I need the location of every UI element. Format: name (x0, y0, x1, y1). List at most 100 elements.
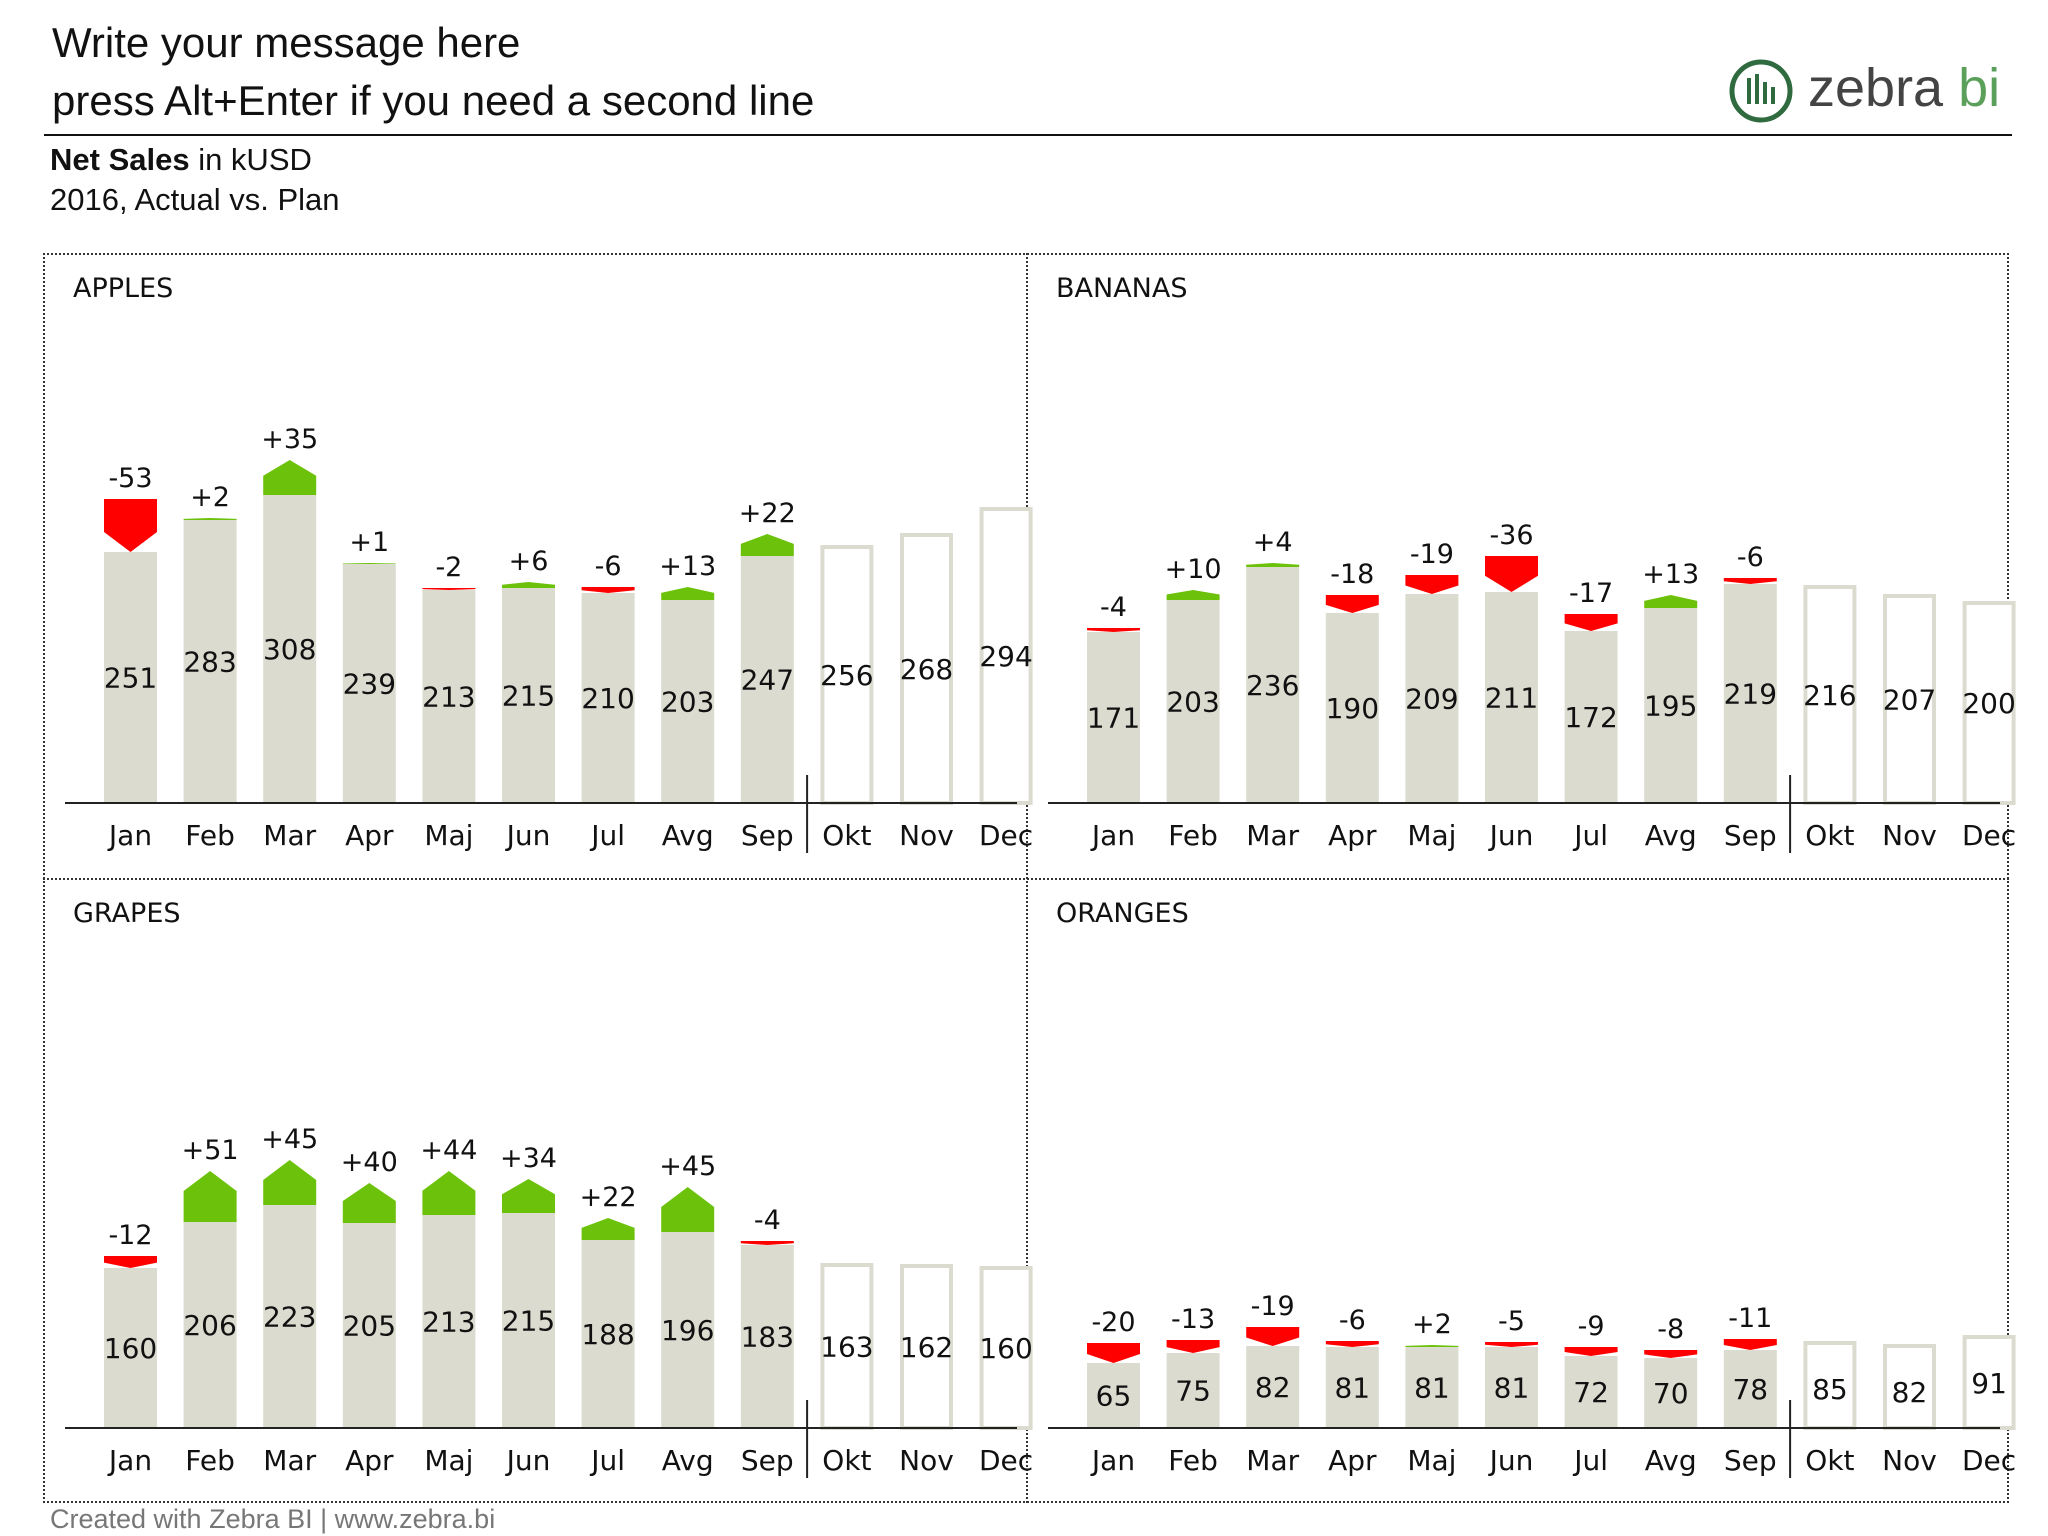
category-label: Maj (1407, 1444, 1456, 1477)
variance-label: -5 (1498, 1306, 1525, 1337)
bar-actual (1325, 613, 1379, 803)
chart-title: APPLES (73, 273, 173, 304)
category-label: Dec (1962, 1444, 2016, 1477)
category-label: Sep (1724, 1444, 1777, 1477)
variance-label: +22 (739, 498, 796, 529)
variance-label: -11 (1728, 1303, 1772, 1334)
category-label: Nov (1882, 819, 1937, 852)
value-label: 308 (263, 633, 316, 666)
value-label: 268 (900, 653, 953, 686)
value-label: 163 (820, 1331, 873, 1364)
variance-label: -4 (754, 1205, 781, 1236)
variance-label: +1 (349, 527, 389, 558)
bar-actual (263, 1205, 317, 1428)
bar-actual (342, 564, 396, 803)
bar-actual (1166, 600, 1220, 803)
variance-pin-negative (1564, 1347, 1618, 1356)
variance-pin-positive (183, 1171, 237, 1222)
bar-actual (1246, 567, 1300, 803)
bar-actual (1087, 632, 1140, 803)
variance-label: +2 (1412, 1309, 1452, 1340)
chart-period: 2016, Actual vs. Plan (50, 182, 340, 217)
bar-actual (1644, 1358, 1698, 1428)
bar-actual (422, 1215, 476, 1428)
variance-pin-negative (1723, 578, 1777, 584)
bar-actual (581, 593, 635, 803)
value-label: 215 (502, 1305, 555, 1338)
value-label: 81 (1334, 1372, 1370, 1405)
value-label: 215 (502, 680, 555, 713)
category-label: Avg (662, 819, 714, 852)
value-label: 196 (661, 1314, 714, 1347)
category-label: Apr (1328, 1444, 1377, 1477)
category-label: Dec (1962, 819, 2016, 852)
variance-pin-positive (1644, 595, 1698, 608)
category-label: Apr (345, 1444, 394, 1477)
variance-pin-negative (1087, 1343, 1140, 1363)
variance-pin-positive (263, 460, 317, 495)
variance-pin-negative (1325, 595, 1379, 613)
bar-forecast (900, 1264, 953, 1430)
variance-label: +35 (261, 424, 318, 455)
bar-forecast (1962, 601, 2016, 805)
panel-divider-horizontal (43, 878, 2009, 880)
variance-label: -36 (1489, 520, 1533, 551)
variance-label: +45 (261, 1124, 318, 1155)
variance-label: +13 (1642, 559, 1699, 590)
category-label: Sep (741, 1444, 794, 1477)
category-label: Sep (1724, 819, 1777, 852)
variance-label: +4 (1253, 527, 1293, 558)
bar-forecast (1803, 585, 1857, 805)
category-label: Okt (1805, 819, 1854, 852)
value-label: 219 (1724, 678, 1777, 711)
variance-pin-negative (1246, 1327, 1300, 1346)
bar-actual (183, 520, 237, 803)
category-label: Jun (505, 819, 551, 852)
variance-pin-positive (581, 1218, 635, 1240)
category-label: Jul (1572, 819, 1608, 852)
bar-actual (1405, 1347, 1459, 1428)
category-label: Jun (1488, 819, 1534, 852)
bar-actual (1564, 1356, 1618, 1428)
bar-actual (740, 1245, 794, 1428)
category-label: Jun (505, 1444, 551, 1477)
variance-pin-positive (422, 1171, 476, 1215)
category-label: Mar (1246, 1444, 1299, 1477)
category-label: Feb (185, 1444, 235, 1477)
category-label: Jan (1090, 819, 1135, 852)
bar-forecast (1962, 1335, 2016, 1430)
category-label: Mar (1246, 819, 1299, 852)
value-label: 183 (741, 1321, 794, 1354)
category-label: Maj (424, 819, 473, 852)
value-label: 82 (1255, 1371, 1291, 1404)
bar-actual (1166, 1353, 1220, 1428)
value-label: 251 (104, 662, 157, 695)
variance-pin-negative (740, 1241, 794, 1245)
category-label: Feb (1168, 1444, 1218, 1477)
measure-unit: in kUSD (189, 142, 312, 177)
value-label: 205 (343, 1310, 396, 1343)
value-label: 209 (1405, 683, 1458, 716)
variance-pin-negative (104, 499, 157, 552)
variance-label: +34 (500, 1143, 557, 1174)
variance-pin-positive (502, 1179, 555, 1213)
variance-label: +10 (1165, 554, 1222, 585)
variance-label: -53 (108, 463, 152, 494)
variance-pin-negative (1485, 556, 1538, 592)
variance-label: +6 (509, 546, 549, 577)
bar-actual (1246, 1346, 1300, 1428)
bar-forecast (1883, 594, 1936, 805)
value-label: 72 (1573, 1376, 1609, 1409)
value-label: 200 (1962, 687, 2015, 720)
variance-label: +44 (420, 1135, 477, 1166)
page-title: Write your message here (52, 19, 521, 66)
chart-title: BANANAS (1056, 273, 1187, 304)
category-label: Jun (1488, 1444, 1534, 1477)
variance-pin-negative (1166, 1340, 1220, 1353)
bar-forecast (820, 545, 874, 805)
value-label: 203 (1166, 686, 1219, 719)
variance-pin-negative (1644, 1350, 1698, 1358)
category-label: Okt (822, 819, 871, 852)
variance-label: -6 (1339, 1305, 1366, 1336)
bar-forecast (979, 507, 1033, 805)
